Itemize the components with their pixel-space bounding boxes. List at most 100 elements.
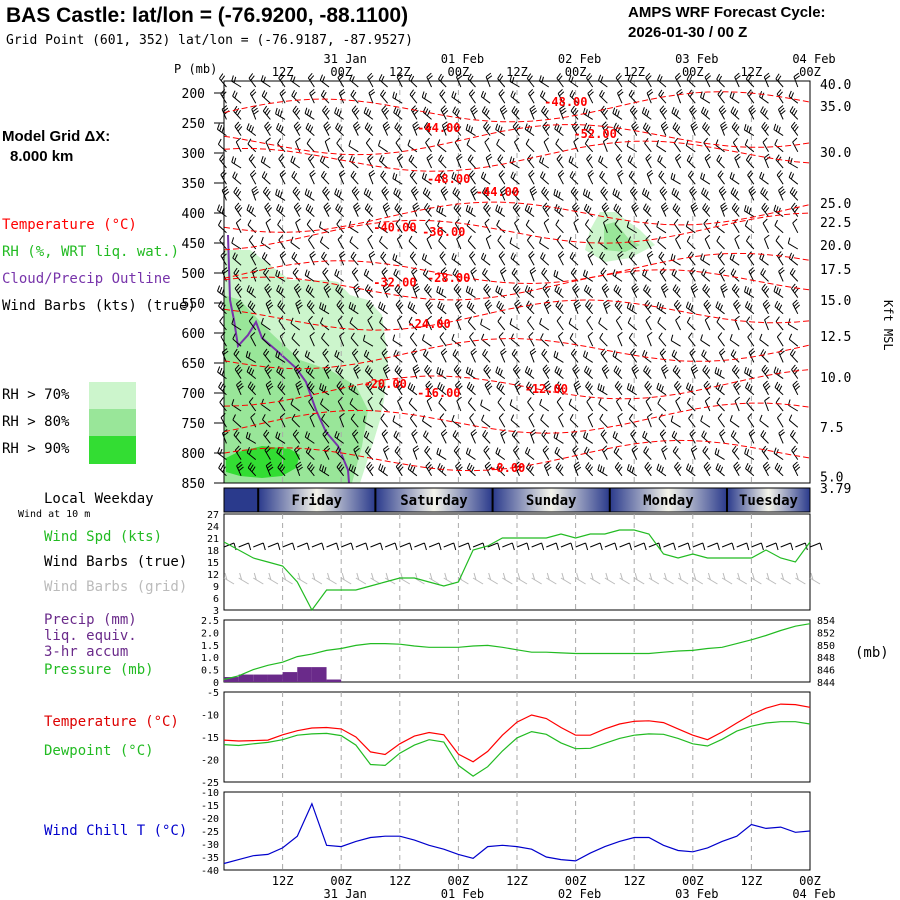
wind-barb <box>528 332 535 347</box>
wind-barb <box>336 300 345 315</box>
wind-barb <box>645 396 652 412</box>
wind-barb <box>394 122 403 136</box>
wind-barb <box>585 381 594 396</box>
wind-barb <box>293 283 302 298</box>
wind-barb <box>422 268 432 282</box>
legend-dewpoint: Dewpoint (°C) <box>44 743 154 759</box>
temperature-tick-label: -25 <box>201 778 219 789</box>
wind-barb <box>309 331 315 347</box>
wind-barb <box>759 414 769 428</box>
wind-barb <box>527 316 535 331</box>
wind-barb <box>511 106 520 120</box>
wind-barb <box>529 105 538 120</box>
wind-barb <box>631 202 639 217</box>
pressure-tick-label: 500 <box>182 267 205 282</box>
wind-barb <box>246 366 257 379</box>
wind-barb <box>466 381 476 396</box>
legend-rh70-swatch <box>89 382 136 409</box>
wind-barb <box>309 88 316 104</box>
wind-barb <box>541 186 550 201</box>
top-hour-label: 00Z <box>799 65 821 79</box>
wind-barb <box>528 251 535 266</box>
wind-barb-true <box>648 542 662 551</box>
wind-barb <box>792 299 801 315</box>
wind-barb <box>745 235 755 250</box>
wind-barb <box>642 430 652 444</box>
wind-barb <box>234 283 243 298</box>
wind-barb <box>626 383 637 396</box>
cross-section-frame <box>223 80 811 484</box>
wind-barb <box>658 332 667 347</box>
wind-chill-tick-label: -20 <box>201 814 219 825</box>
wind-barb <box>540 414 550 428</box>
wind-barb <box>456 315 462 331</box>
wind-barb <box>452 268 462 282</box>
wind-barb <box>218 219 227 234</box>
wind-barb <box>627 398 637 412</box>
wind-barb <box>720 283 728 298</box>
wind-barb <box>571 202 580 217</box>
wind-barb <box>466 300 476 315</box>
wind-barb <box>278 73 286 88</box>
wind-barb <box>641 188 652 201</box>
pressure-tick-label-right: 846 <box>817 666 835 677</box>
wind-barb <box>762 461 771 477</box>
wind-barb <box>720 121 728 136</box>
wind-barb <box>348 301 359 315</box>
pressure-tick-label-right: 852 <box>817 628 835 639</box>
wind-barb <box>451 252 462 266</box>
wind-barb <box>367 315 374 331</box>
top-date-label: 31 Jan <box>324 52 367 66</box>
wind-barb <box>248 73 257 88</box>
wind-barb <box>543 461 552 476</box>
wind-barb <box>322 267 330 282</box>
wind-barb <box>382 121 391 136</box>
pressure-tick-label: 750 <box>182 417 205 432</box>
wind-barb <box>291 413 301 428</box>
wind-barb <box>481 187 491 201</box>
wind-barb <box>231 237 242 250</box>
wind-barb <box>377 139 388 153</box>
wind-barb <box>747 170 755 185</box>
wind-barb <box>526 73 535 88</box>
wind-barb <box>308 234 315 250</box>
wind-barb <box>275 269 286 282</box>
wind-barb <box>351 105 360 120</box>
wind-barb <box>529 267 537 282</box>
wind-barb <box>615 234 623 250</box>
wind-barb <box>381 348 389 363</box>
wind-barb <box>336 219 345 234</box>
wind-barb <box>760 106 769 120</box>
wind-barb <box>716 316 725 331</box>
wind-barb <box>295 299 303 314</box>
wind-barb <box>277 219 286 234</box>
wind-barb <box>734 153 741 169</box>
wind-barb <box>775 235 784 250</box>
top-hour-label: 00Z <box>448 65 470 79</box>
wind-barb <box>788 90 799 104</box>
wind-barb <box>470 186 478 201</box>
wind-barb-true <box>604 542 618 551</box>
wind-barb <box>480 318 491 331</box>
wind-barb <box>321 413 330 428</box>
weekday-segment <box>492 488 610 512</box>
wind-barb <box>543 380 552 396</box>
weekday-segment <box>726 488 810 512</box>
wind-barb <box>350 170 359 185</box>
wind-barb <box>232 90 242 104</box>
temperature-tick-label: -15 <box>201 733 219 744</box>
wind-barb <box>746 316 755 331</box>
wind-barb <box>275 350 286 363</box>
wind-barb <box>509 75 520 88</box>
wind-barb <box>510 252 520 266</box>
cloud-outline <box>227 234 350 484</box>
legend-rh: RH (%, WRT liq. wat.) <box>2 244 180 260</box>
wind-barb <box>482 349 491 363</box>
wind-barb <box>543 218 550 234</box>
wind-barb <box>245 431 256 444</box>
wind-barb <box>456 234 462 250</box>
wind-barb <box>599 251 608 266</box>
wind-barb <box>366 461 374 477</box>
wind-barb <box>219 316 227 331</box>
wind-barb <box>573 299 582 314</box>
